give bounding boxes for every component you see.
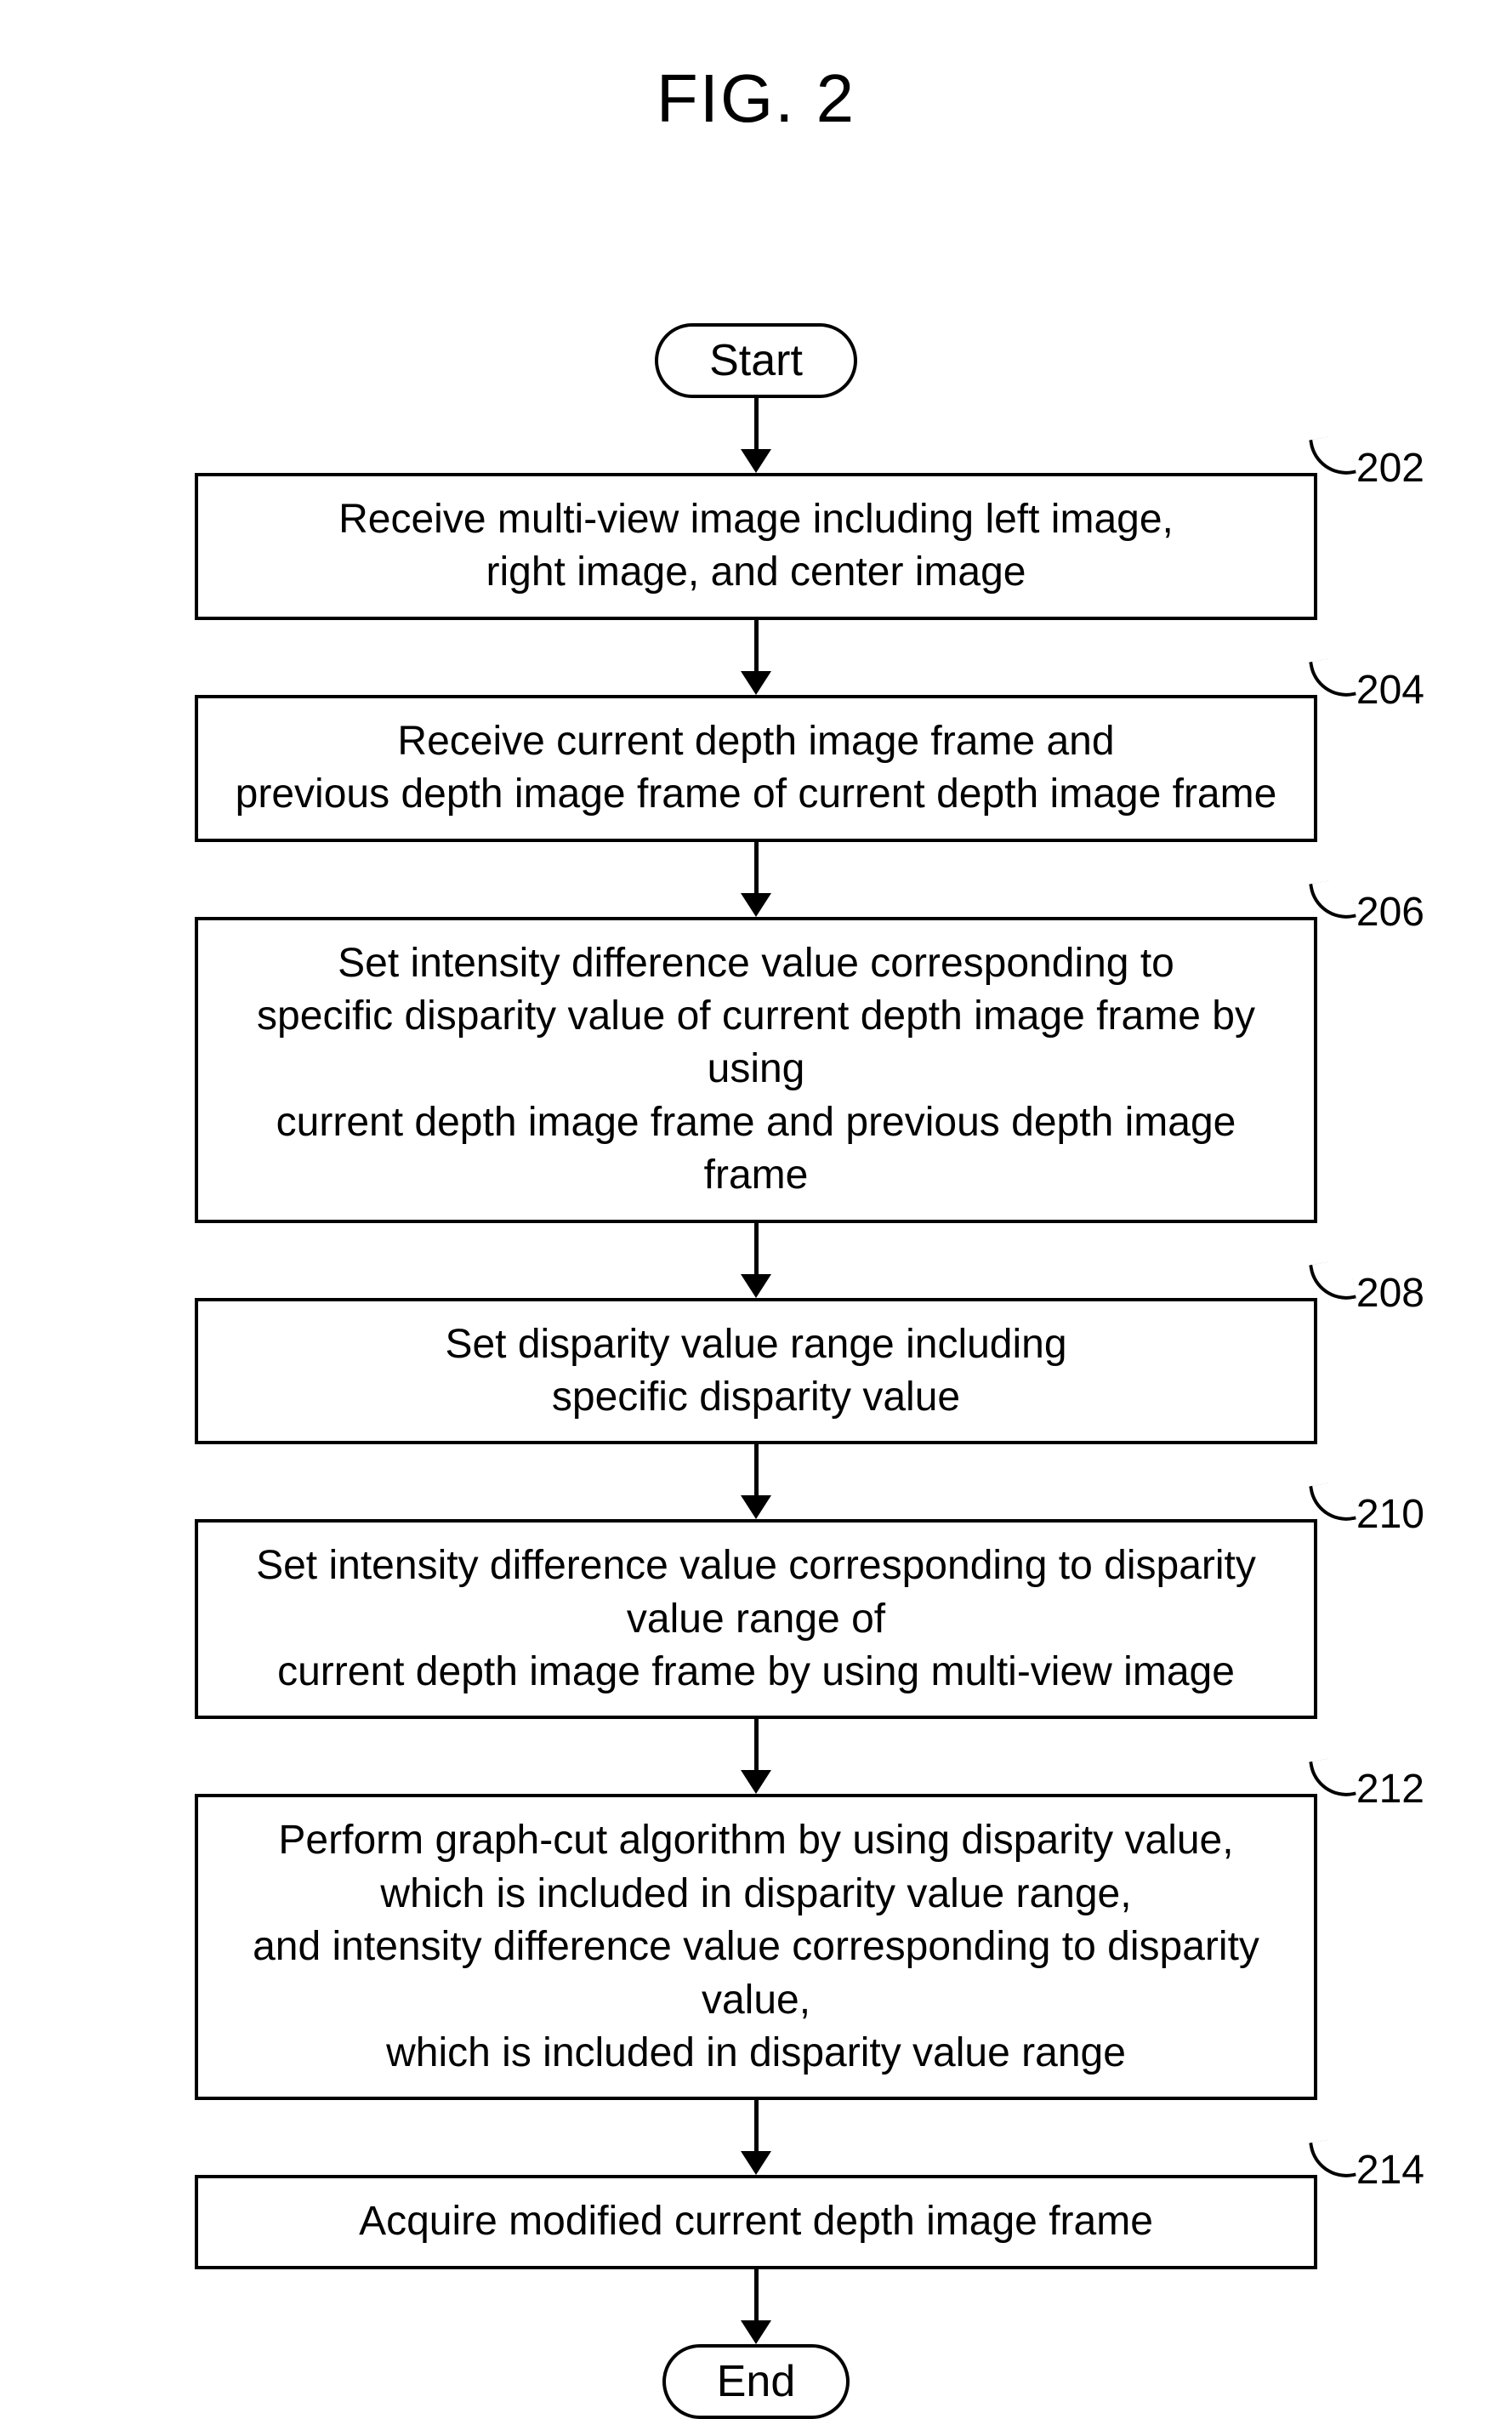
arrow-head-icon [741, 449, 771, 473]
step-text: Set intensity difference value correspon… [224, 937, 1288, 1203]
arrow [741, 1719, 771, 1794]
step-212: 212 Perform graph-cut algorithm by using… [195, 1794, 1317, 2100]
arrow-head-icon [741, 2320, 771, 2344]
arrow-head-icon [741, 1274, 771, 1298]
arrow-shaft [754, 1719, 759, 1770]
figure-title: FIG. 2 [0, 60, 1512, 138]
step-text: Receive multi-view image including left … [338, 493, 1174, 600]
arrow [741, 2269, 771, 2344]
step-ref: 210 [1312, 1488, 1424, 1541]
step-ref: 212 [1312, 1763, 1424, 1816]
arrow [741, 1223, 771, 1298]
step-text: Perform graph-cut algorithm by using dis… [224, 1814, 1288, 2080]
step-204: 204 Receive current depth image frame an… [195, 695, 1317, 842]
arrow-shaft [754, 1444, 759, 1495]
step-214: 214 Acquire modified current depth image… [195, 2175, 1317, 2268]
arrow [741, 620, 771, 695]
arrow [741, 1444, 771, 1519]
step-ref: 204 [1312, 664, 1424, 717]
arrow [741, 398, 771, 473]
arrow-head-icon [741, 893, 771, 917]
step-206: 206 Set intensity difference value corre… [195, 917, 1317, 1223]
arrow-head-icon [741, 1495, 771, 1519]
arrow-shaft [754, 842, 759, 893]
arrow-head-icon [741, 2151, 771, 2175]
step-210: 210 Set intensity difference value corre… [195, 1519, 1317, 1719]
flowchart: Start 202 Receive multi-view image inclu… [0, 323, 1512, 2419]
step-text: Set disparity value range includingspeci… [445, 1318, 1066, 1425]
arrow [741, 842, 771, 917]
arrow [741, 2100, 771, 2175]
arrow-shaft [754, 2269, 759, 2320]
step-ref: 208 [1312, 1267, 1424, 1320]
step-text: Receive current depth image frame andpre… [236, 715, 1277, 822]
arrow-shaft [754, 620, 759, 671]
page: FIG. 2 Start 202 Receive multi-view imag… [0, 0, 1512, 2253]
step-202: 202 Receive multi-view image including l… [195, 473, 1317, 620]
step-text: Set intensity difference value correspon… [224, 1540, 1288, 1699]
arrow-shaft [754, 1223, 759, 1274]
terminal-start: Start [655, 323, 857, 398]
terminal-end: End [662, 2344, 850, 2419]
step-208: 208 Set disparity value range includings… [195, 1298, 1317, 1445]
arrow-shaft [754, 2100, 759, 2151]
step-ref: 206 [1312, 886, 1424, 939]
arrow-shaft [754, 398, 759, 449]
arrow-head-icon [741, 1770, 771, 1794]
arrow-head-icon [741, 671, 771, 695]
step-ref: 214 [1312, 2144, 1424, 2197]
step-text: Acquire modified current depth image fra… [359, 2195, 1153, 2248]
step-ref: 202 [1312, 442, 1424, 495]
